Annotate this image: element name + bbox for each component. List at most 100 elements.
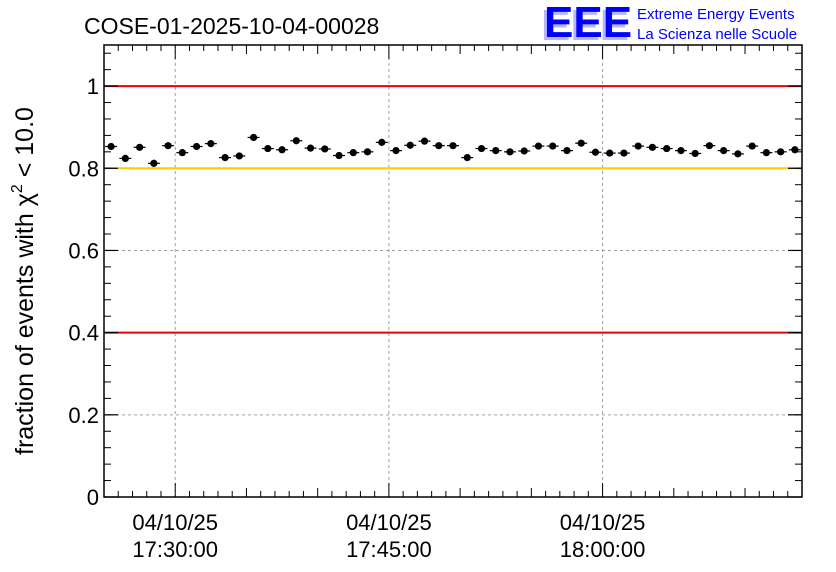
marker: [192, 142, 201, 151]
y-axis-label-sup: 2: [9, 184, 26, 193]
data-point: [147, 159, 160, 168]
x-tick-label-date: 04/10/25: [132, 510, 218, 535]
y-tick-label: 0.6: [68, 238, 99, 263]
marker: [591, 148, 600, 156]
data-point: [304, 144, 317, 152]
data-point: [290, 137, 303, 145]
marker: [420, 137, 429, 145]
marker: [335, 151, 343, 160]
data-point: [518, 147, 531, 155]
marker: [178, 149, 186, 157]
marker: [435, 142, 443, 150]
data-point: [731, 150, 744, 158]
data-point: [560, 147, 573, 155]
marker: [207, 140, 215, 148]
x-tick-label-time: 17:30:00: [132, 537, 218, 562]
marker: [720, 147, 728, 155]
data-point: [717, 147, 730, 155]
data-point: [760, 149, 773, 157]
marker: [648, 143, 657, 151]
y-axis-label-prefix: fraction of events with: [11, 206, 39, 455]
data-point: [233, 152, 246, 160]
marker: [748, 142, 756, 150]
marker: [762, 149, 770, 157]
data-point: [404, 141, 417, 149]
marker: [520, 147, 528, 155]
marker: [363, 148, 372, 156]
marker: [777, 148, 785, 156]
marker: [663, 144, 671, 153]
marker: [606, 149, 614, 157]
data-point: [703, 142, 716, 150]
data-point: [418, 137, 431, 145]
marker: [107, 142, 115, 151]
plot-area: 00.20.40.60.8104/10/2517:30:0004/10/2517…: [68, 44, 803, 562]
data-point: [489, 147, 502, 155]
marker: [549, 142, 557, 150]
data-point: [589, 148, 602, 156]
data-point: [219, 153, 232, 162]
data-point: [632, 142, 645, 150]
data-point: [119, 154, 132, 163]
data-point: [361, 148, 374, 156]
marker: [150, 159, 158, 167]
data-point: [660, 144, 673, 153]
marker: [705, 142, 714, 150]
data-point: [318, 145, 331, 153]
data-point: [774, 148, 787, 156]
data-point: [333, 151, 346, 160]
data-point: [105, 142, 118, 151]
marker: [321, 145, 329, 153]
y-axis-label-suffix: < 10.0: [11, 107, 39, 184]
eee-logo: EEE EEE Extreme Energy Events La Scienza…: [541, 0, 797, 50]
data-point: [674, 147, 687, 155]
marker: [392, 147, 400, 155]
marker: [278, 146, 286, 154]
marker: [492, 147, 500, 155]
y-axis-label: fraction of events with χ2 < 10.0: [9, 107, 39, 455]
marker: [292, 137, 300, 145]
marker: [634, 142, 642, 150]
marker: [449, 142, 457, 150]
data-point: [347, 149, 360, 157]
marker: [306, 144, 315, 152]
data-point: [475, 144, 488, 153]
y-tick-label: 0: [87, 485, 99, 510]
data-point: [689, 149, 702, 158]
marker: [734, 150, 742, 158]
data-point: [204, 140, 217, 148]
marker: [264, 144, 272, 153]
marker: [136, 143, 144, 151]
marker: [378, 138, 386, 146]
x-tick-label-time: 18:00:00: [560, 537, 646, 562]
marker: [477, 144, 486, 153]
chart-title: COSE-01-2025-10-04-00028: [84, 13, 379, 39]
marker: [249, 133, 258, 142]
data-point: [190, 142, 203, 151]
x-tick-label-time: 17:45:00: [346, 537, 432, 562]
data-point: [162, 142, 175, 150]
y-tick-label: 1: [87, 74, 99, 99]
data-point: [546, 142, 559, 150]
marker: [164, 142, 172, 150]
marker: [221, 153, 229, 162]
data-point: [617, 149, 630, 157]
data-point: [461, 153, 474, 162]
logo-line-1: Extreme Energy Events: [637, 6, 795, 23]
marker: [577, 139, 585, 147]
marker: [463, 153, 471, 162]
data-point: [375, 138, 388, 146]
marker: [235, 152, 243, 160]
y-tick-label: 0.4: [68, 321, 99, 346]
y-tick-label: 0.2: [68, 403, 99, 428]
x-tick-label-date: 04/10/25: [560, 510, 646, 535]
data-point: [532, 142, 545, 150]
data-point: [646, 143, 659, 151]
logo-mark: EEE: [544, 0, 632, 47]
marker: [349, 149, 357, 157]
data-point: [247, 133, 260, 142]
marker: [677, 147, 685, 155]
marker: [406, 141, 414, 149]
y-axis-label-chi: χ: [11, 193, 39, 206]
